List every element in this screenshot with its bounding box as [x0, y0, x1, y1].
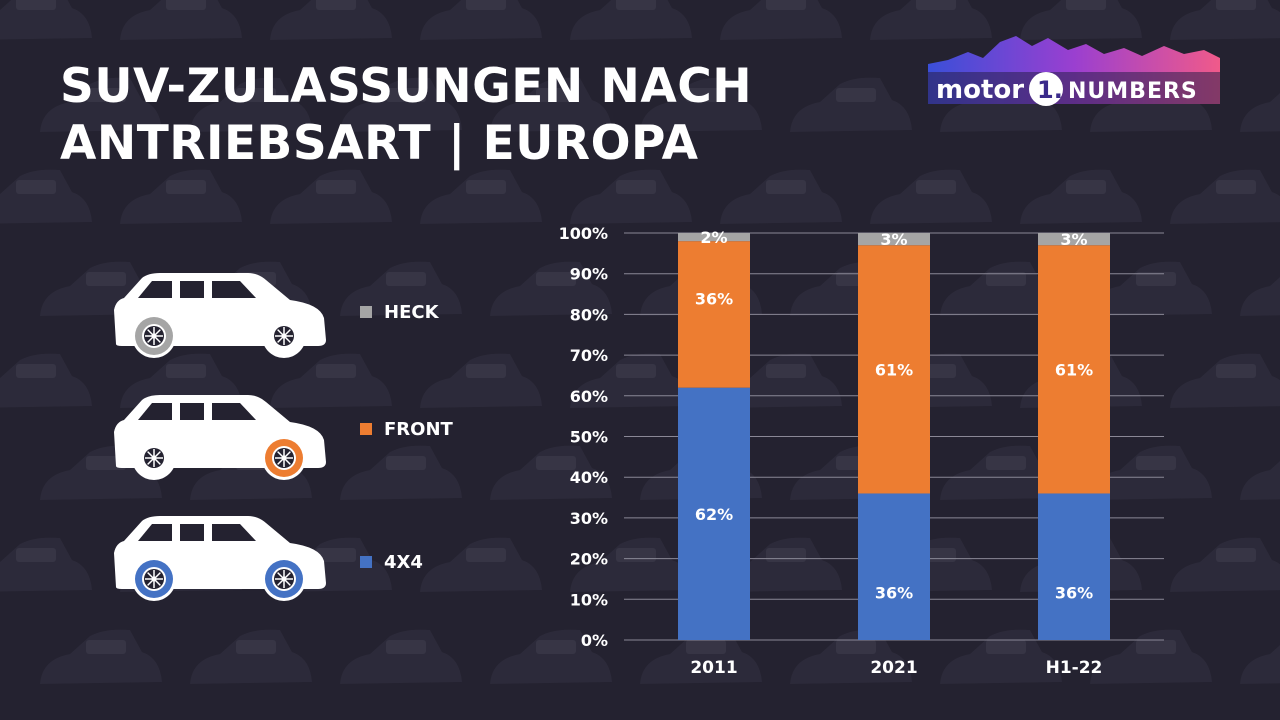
y-tick-label: 10% — [570, 590, 608, 609]
logo-numbers-text: NUMBERS — [1068, 79, 1198, 104]
bar-segment-front-2021 — [858, 245, 930, 494]
data-label: 36% — [875, 584, 913, 603]
bar-segment-heck-2021 — [858, 233, 930, 246]
logo-motor-text: motor — [936, 75, 1024, 105]
y-tick-label: 70% — [570, 346, 608, 365]
data-label: 2% — [700, 228, 727, 247]
data-label: 3% — [1060, 230, 1087, 249]
legend-label-4x4: 4X4 — [384, 551, 423, 573]
data-label: 3% — [880, 230, 907, 249]
x-tick-label: H1-22 — [1046, 658, 1103, 678]
bar-segment-heck-h122 — [1038, 233, 1110, 246]
y-tick-label: 0% — [581, 631, 608, 650]
bar-segment-front-2011 — [678, 241, 750, 388]
legend-item-4x4: 4X4 — [360, 551, 423, 573]
y-tick-label: 20% — [570, 550, 608, 569]
legend-item-heck: HECK — [360, 301, 439, 323]
data-label: 61% — [1055, 360, 1093, 379]
bar-segment-front-h122 — [1038, 245, 1110, 494]
y-tick-label: 80% — [570, 305, 608, 324]
legend-item-front: FRONT — [360, 418, 453, 440]
bar-segment-4x4-h122 — [1038, 493, 1110, 640]
title-line-2: ANTRIEBSART | EUROPA — [60, 116, 699, 171]
y-tick-label: 90% — [570, 265, 608, 284]
legend-swatch-heck — [360, 306, 372, 318]
data-label: 36% — [695, 289, 733, 308]
legend-swatch-4x4 — [360, 556, 372, 568]
y-tick-label: 40% — [570, 468, 608, 487]
suv-rear-drive-icon — [114, 273, 326, 358]
data-label: 61% — [875, 360, 913, 379]
legend-label-front: FRONT — [384, 418, 453, 440]
bar-segment-heck-2011 — [678, 233, 750, 242]
legend-label-heck: HECK — [384, 301, 439, 323]
x-tick-label: 2021 — [870, 658, 917, 678]
y-tick-label: 60% — [570, 387, 608, 406]
y-tick-label: 30% — [570, 509, 608, 528]
y-tick-label: 100% — [559, 224, 608, 243]
y-tick-label: 50% — [570, 428, 608, 447]
logo-mark-text: 1. — [1037, 76, 1063, 104]
motor1-numbers-logo: motor 1. NUMBERS — [928, 36, 1220, 106]
page-title: SUV-ZULASSUNGEN NACH ANTRIEBSART | EUROP… — [60, 58, 752, 172]
data-label: 36% — [1055, 584, 1093, 603]
title-line-1: SUV-ZULASSUNGEN NACH — [60, 59, 753, 114]
legend-swatch-front — [360, 423, 372, 435]
stacked-bar-chart: 0% 10% 20% 30% 40% 50% 60% 70% 80% 90% 100% 62% 36% 2… — [559, 224, 1164, 678]
x-tick-label: 2011 — [690, 658, 737, 678]
suv-four-wheel-drive-icon — [114, 516, 326, 601]
suv-front-drive-icon — [114, 395, 326, 480]
bar-segment-4x4-2021 — [858, 493, 930, 640]
bar-segment-4x4-2011 — [678, 387, 750, 640]
data-label: 62% — [695, 505, 733, 524]
